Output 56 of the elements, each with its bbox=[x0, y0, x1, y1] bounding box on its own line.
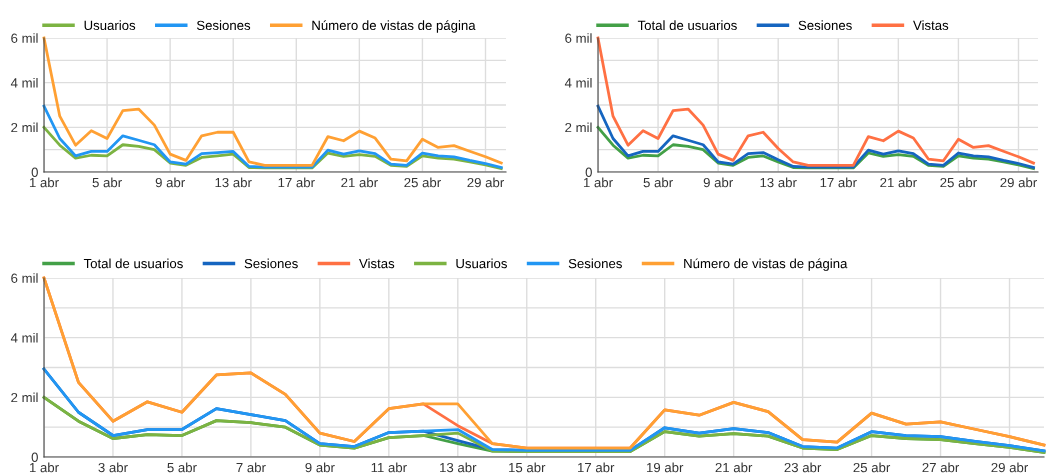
x-tick-label: 25 abr bbox=[404, 177, 441, 188]
x-tick-label: 1 abr bbox=[583, 177, 613, 188]
x-tick-label: 5 abr bbox=[643, 177, 673, 188]
x-tick-label: 19 abr bbox=[646, 462, 684, 473]
x-tick-label: 21 abr bbox=[715, 462, 753, 473]
x-tick-label: 17 abr bbox=[278, 177, 315, 188]
x-tick-label: 21 abr bbox=[880, 177, 917, 188]
x-tick-label: 29 abr bbox=[467, 177, 504, 188]
x-tick-label: 3 abr bbox=[98, 462, 128, 473]
x-tick-label: 25 abr bbox=[940, 177, 977, 188]
x-tick-label: 9 abr bbox=[305, 462, 335, 473]
legend-label: Número de vistas de página bbox=[684, 258, 848, 271]
x-tick-label: 13 abr bbox=[440, 462, 477, 473]
y-tick-label: 6 mil bbox=[11, 273, 38, 283]
legend-label: Sesiones bbox=[568, 258, 622, 269]
legend-label: Sesiones bbox=[244, 258, 298, 269]
x-tick-label: 5 abr bbox=[92, 177, 122, 188]
x-tick-label: 17 abr bbox=[578, 462, 615, 473]
legend-label: Usuarios bbox=[84, 20, 136, 31]
x-tick-label: 11 abr bbox=[371, 462, 407, 473]
y-tick-label: 4 mil bbox=[10, 332, 38, 343]
y-tick-label: 6 mil bbox=[565, 33, 592, 43]
y-tick-label: 0 bbox=[31, 167, 38, 177]
legend-label: Usuarios bbox=[456, 258, 507, 269]
x-tick-label: 13 abr bbox=[215, 177, 252, 188]
legend-label: Número de vistas de página bbox=[312, 20, 476, 33]
y-tick-label: 2 mil bbox=[11, 122, 38, 133]
legend-label: Sesiones bbox=[798, 20, 852, 31]
x-tick-label: 17 abr bbox=[820, 177, 857, 188]
legend-label: Vistas bbox=[359, 258, 395, 269]
x-tick-label: 27 abr bbox=[922, 462, 960, 473]
x-tick-label: 7 abr bbox=[236, 462, 266, 473]
legend-label: Sesiones bbox=[196, 20, 251, 31]
x-tick-label: 1 abr bbox=[29, 462, 59, 473]
line-series bbox=[42, 367, 1046, 453]
x-tick-label: 1 abr bbox=[29, 177, 59, 188]
legend-label: Total de usuarios bbox=[83, 258, 183, 269]
x-tick-label: 25 abr bbox=[853, 462, 891, 473]
x-tick-label: 29 abr bbox=[1000, 177, 1037, 188]
x-tick-label: 15 abr bbox=[509, 462, 546, 473]
x-tick-label: 5 abr bbox=[167, 462, 197, 473]
y-tick-label: 4 mil bbox=[10, 77, 38, 88]
x-tick-label: 29 abr bbox=[991, 462, 1029, 473]
x-tick-label: 23 abr bbox=[784, 462, 822, 473]
y-tick-label: 4 mil bbox=[564, 77, 592, 88]
legend-label: Total de usuarios bbox=[637, 20, 737, 31]
y-tick-label: 6 mil bbox=[11, 33, 38, 43]
y-tick-label: 2 mil bbox=[565, 122, 592, 133]
legend-label: Vistas bbox=[913, 20, 949, 31]
y-tick-label: 0 bbox=[585, 167, 592, 177]
x-tick-label: 9 abr bbox=[703, 177, 733, 188]
y-tick-label: 2 mil bbox=[11, 392, 38, 403]
x-tick-label: 13 abr bbox=[760, 177, 797, 188]
y-tick-label: 0 bbox=[31, 452, 38, 462]
x-tick-label: 21 abr bbox=[341, 177, 378, 188]
x-tick-label: 9 abr bbox=[155, 177, 185, 188]
